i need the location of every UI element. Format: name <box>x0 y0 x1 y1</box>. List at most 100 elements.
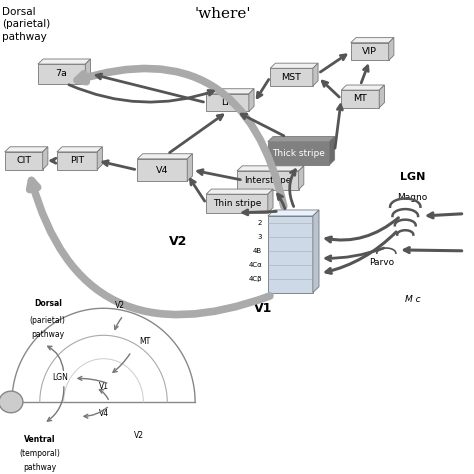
Polygon shape <box>341 90 379 108</box>
Text: 7a: 7a <box>55 69 68 78</box>
Polygon shape <box>206 194 268 213</box>
Text: V4: V4 <box>156 165 169 174</box>
Circle shape <box>0 391 23 413</box>
Text: MT: MT <box>353 94 367 103</box>
FancyArrowPatch shape <box>113 354 130 373</box>
Text: V2: V2 <box>169 235 187 248</box>
Text: VIP: VIP <box>362 47 377 56</box>
Polygon shape <box>206 189 273 194</box>
Text: pathway: pathway <box>31 330 64 339</box>
FancyArrowPatch shape <box>404 247 462 253</box>
FancyArrowPatch shape <box>257 80 269 98</box>
FancyArrowPatch shape <box>326 218 399 242</box>
Text: Parvo: Parvo <box>369 258 394 267</box>
FancyArrowPatch shape <box>361 66 368 83</box>
Polygon shape <box>237 171 299 190</box>
Text: CIT: CIT <box>16 156 31 165</box>
Polygon shape <box>57 147 102 152</box>
Text: (parietal): (parietal) <box>30 316 66 325</box>
Polygon shape <box>379 85 384 108</box>
FancyArrowPatch shape <box>428 213 462 218</box>
FancyArrowPatch shape <box>115 318 122 329</box>
Polygon shape <box>237 166 304 171</box>
Text: 'where': 'where' <box>194 7 251 21</box>
Polygon shape <box>268 137 335 142</box>
Text: Dorsal
(parietal)
pathway: Dorsal (parietal) pathway <box>2 7 51 42</box>
Text: 4Cα: 4Cα <box>248 262 262 268</box>
Text: LGN: LGN <box>52 374 68 383</box>
Polygon shape <box>85 59 91 83</box>
FancyArrowPatch shape <box>290 170 295 207</box>
Text: (temporal): (temporal) <box>19 449 60 458</box>
Polygon shape <box>5 152 43 170</box>
FancyArrowPatch shape <box>100 390 109 400</box>
FancyArrowPatch shape <box>96 74 203 102</box>
Polygon shape <box>313 63 318 86</box>
Polygon shape <box>341 85 384 90</box>
FancyArrowPatch shape <box>335 105 342 148</box>
Polygon shape <box>43 147 48 170</box>
Text: Dorsal: Dorsal <box>34 300 62 309</box>
FancyArrowPatch shape <box>30 181 270 315</box>
FancyArrowPatch shape <box>241 114 284 136</box>
Text: Ventral: Ventral <box>24 435 55 444</box>
Text: 3: 3 <box>258 234 262 240</box>
Text: V1: V1 <box>99 383 109 392</box>
Polygon shape <box>206 89 254 94</box>
FancyArrowPatch shape <box>47 387 64 421</box>
Text: V2: V2 <box>134 431 145 440</box>
Text: V2: V2 <box>114 301 125 310</box>
Text: PIT: PIT <box>70 156 84 165</box>
FancyArrowPatch shape <box>243 210 276 215</box>
FancyArrowPatch shape <box>326 232 396 273</box>
Polygon shape <box>270 68 313 86</box>
Polygon shape <box>268 216 313 292</box>
FancyArrowPatch shape <box>198 170 240 180</box>
Text: MST: MST <box>282 73 301 82</box>
FancyArrowPatch shape <box>170 115 223 153</box>
Text: LGN: LGN <box>400 172 425 182</box>
Polygon shape <box>389 37 394 60</box>
Text: 4Cβ: 4Cβ <box>249 276 262 282</box>
Polygon shape <box>187 154 192 181</box>
Polygon shape <box>313 210 319 292</box>
Polygon shape <box>5 147 48 152</box>
FancyArrowPatch shape <box>78 376 107 383</box>
Text: V4: V4 <box>99 410 109 419</box>
Polygon shape <box>268 142 329 165</box>
Text: MT: MT <box>140 337 151 346</box>
Polygon shape <box>268 210 319 216</box>
FancyArrowPatch shape <box>326 248 383 261</box>
Polygon shape <box>97 147 102 170</box>
Text: M c: M c <box>405 295 420 304</box>
Text: V1: V1 <box>254 302 272 315</box>
Polygon shape <box>268 189 273 213</box>
Polygon shape <box>38 59 91 64</box>
Polygon shape <box>351 43 389 60</box>
Polygon shape <box>249 89 254 111</box>
FancyArrowPatch shape <box>69 85 213 102</box>
Text: Thick stripe: Thick stripe <box>272 149 325 158</box>
Text: Interstripe: Interstripe <box>244 176 292 185</box>
Text: 4B: 4B <box>253 248 262 254</box>
FancyArrowPatch shape <box>77 68 284 206</box>
Polygon shape <box>329 137 335 165</box>
Polygon shape <box>57 152 97 170</box>
FancyArrowPatch shape <box>51 158 56 163</box>
Polygon shape <box>299 166 304 190</box>
FancyArrowPatch shape <box>322 81 339 97</box>
FancyArrowPatch shape <box>278 194 285 209</box>
Polygon shape <box>270 63 318 68</box>
Polygon shape <box>351 37 394 43</box>
Polygon shape <box>38 64 85 83</box>
Text: Magno: Magno <box>397 193 428 202</box>
Text: Thin stripe: Thin stripe <box>213 199 261 208</box>
FancyArrowPatch shape <box>103 161 135 169</box>
Text: 2: 2 <box>258 220 262 226</box>
FancyArrowPatch shape <box>191 179 205 201</box>
Polygon shape <box>137 159 187 181</box>
Polygon shape <box>137 154 192 159</box>
Polygon shape <box>206 94 249 111</box>
FancyArrowPatch shape <box>320 55 346 72</box>
Text: LIP: LIP <box>220 98 235 107</box>
